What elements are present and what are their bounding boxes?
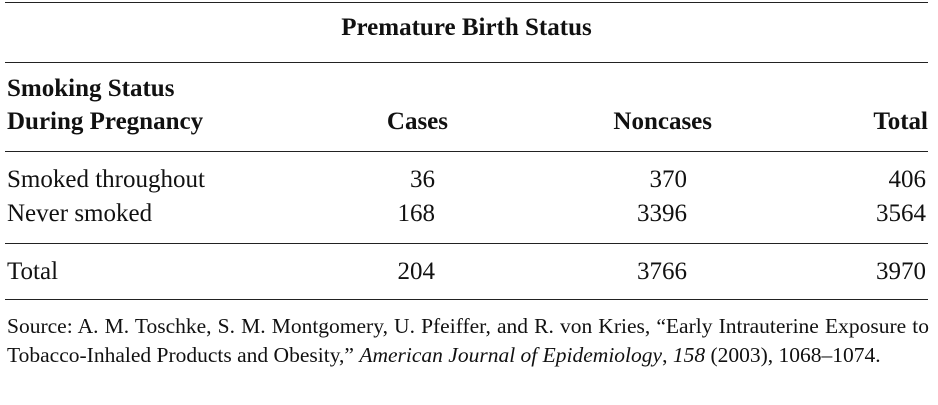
body-rule	[5, 243, 928, 244]
header-label-line1: Smoking Status	[7, 75, 175, 102]
source-note: Source: A. M. Toschke, S. M. Montgomery,…	[7, 312, 929, 370]
header-rule	[5, 151, 928, 152]
row-never-cases: 168	[397, 200, 436, 227]
totals-cases: 204	[397, 258, 436, 285]
header-label-line2: During Pregnancy	[7, 108, 204, 135]
table-title: Premature Birth Status	[341, 14, 592, 41]
row-never-total: 3564	[876, 200, 926, 227]
title-rule	[5, 62, 928, 63]
source-volume: 158	[672, 343, 706, 367]
row-smoked-label: Smoked throughout	[7, 166, 205, 193]
source-prefix: Source: A. M. Toschke, S. M. Montgomery,…	[7, 314, 929, 367]
row-never-noncases: 3396	[637, 200, 687, 227]
top-rule	[5, 2, 928, 3]
header-noncases: Noncases	[613, 108, 712, 135]
row-never-label: Never smoked	[7, 200, 153, 227]
source-suffix: (2003), 1068–1074.	[705, 343, 881, 367]
row-smoked-cases: 36	[410, 166, 435, 193]
totals-total: 3970	[876, 258, 926, 285]
totals-label: Total	[7, 258, 59, 285]
source-journal: American Journal of Epidemiology	[359, 343, 663, 367]
bottom-rule	[5, 299, 928, 300]
row-smoked-total: 406	[888, 166, 927, 193]
totals-noncases: 3766	[637, 258, 687, 285]
row-smoked-noncases: 370	[649, 166, 688, 193]
header-total: Total	[873, 108, 928, 135]
source-sep: ,	[662, 343, 673, 367]
header-cases: Cases	[386, 108, 448, 135]
